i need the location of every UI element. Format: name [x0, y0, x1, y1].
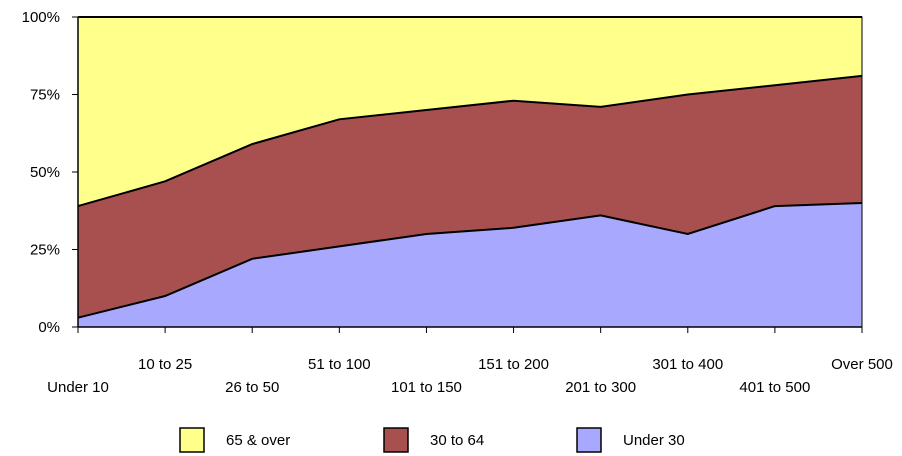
- x-tick-label: Over 500: [831, 356, 893, 373]
- x-tick-label: 151 to 200: [478, 356, 549, 373]
- x-tick-label: 10 to 25: [138, 356, 192, 373]
- area-30-to-64: [78, 75, 862, 318]
- legend-item-under-30: Under 30: [576, 427, 685, 453]
- legend-swatch: [383, 427, 409, 453]
- legend-label: 30 to 64: [430, 432, 484, 449]
- legend-label: 65 & over: [226, 432, 290, 449]
- area-layers: [77, 16, 863, 327]
- legend-item-30-to-64: 30 to 64: [383, 427, 484, 453]
- y-tick-label: 100%: [22, 9, 60, 26]
- boundary-30-to-64: [77, 74, 863, 208]
- boundary-under-30: [77, 202, 863, 319]
- x-tick-label: 51 to 100: [308, 356, 371, 373]
- legend: 65 & over 30 to 64 Under 30: [179, 427, 685, 453]
- legend-swatch: [179, 427, 205, 453]
- plot-border: [78, 16, 863, 327]
- x-tick-label: 301 to 400: [652, 356, 723, 373]
- legend-item-65-and-over: 65 & over: [179, 427, 290, 453]
- x-tick-label: Under 10: [47, 379, 109, 396]
- legend-swatch: [576, 427, 602, 453]
- x-axis: Under 10 10 to 25 26 to 50 51 to 100 101 to …: [47, 326, 893, 396]
- x-tick-label: 201 to 300: [565, 379, 636, 396]
- x-tick-label: 101 to 150: [391, 379, 462, 396]
- x-tick-label: 26 to 50: [225, 379, 279, 396]
- area-65-and-over: [78, 17, 862, 207]
- area-under-30: [78, 203, 862, 327]
- y-axis: 0% 25% 50% 75% 100%: [22, 9, 79, 336]
- y-tick-label: 75%: [30, 87, 60, 104]
- legend-label: Under 30: [623, 432, 685, 449]
- y-tick-label: 50%: [30, 164, 60, 181]
- x-tick-label: 401 to 500: [739, 379, 810, 396]
- y-tick-label: 0%: [38, 319, 60, 336]
- y-tick-label: 25%: [30, 242, 60, 259]
